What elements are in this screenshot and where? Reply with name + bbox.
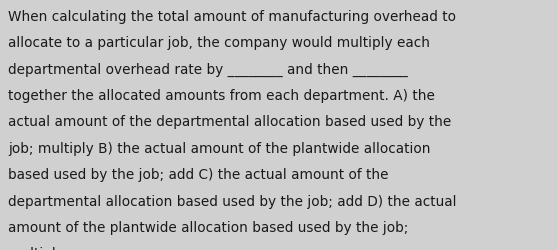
Text: together the allocated amounts from each department. A) the: together the allocated amounts from each… — [8, 89, 435, 103]
Text: multiply: multiply — [8, 246, 64, 250]
Text: allocate to a particular job, the company would multiply each: allocate to a particular job, the compan… — [8, 36, 430, 50]
Text: departmental overhead rate by ________ and then ________: departmental overhead rate by ________ a… — [8, 62, 408, 76]
Text: job; multiply B) the actual amount of the plantwide allocation: job; multiply B) the actual amount of th… — [8, 141, 431, 155]
Text: When calculating the total amount of manufacturing overhead to: When calculating the total amount of man… — [8, 10, 456, 24]
Text: based used by the job; add C) the actual amount of the: based used by the job; add C) the actual… — [8, 168, 389, 181]
Text: departmental allocation based used by the job; add D) the actual: departmental allocation based used by th… — [8, 194, 457, 208]
Text: actual amount of the departmental allocation based used by the: actual amount of the departmental alloca… — [8, 115, 451, 129]
Text: amount of the plantwide allocation based used by the job;: amount of the plantwide allocation based… — [8, 220, 409, 234]
